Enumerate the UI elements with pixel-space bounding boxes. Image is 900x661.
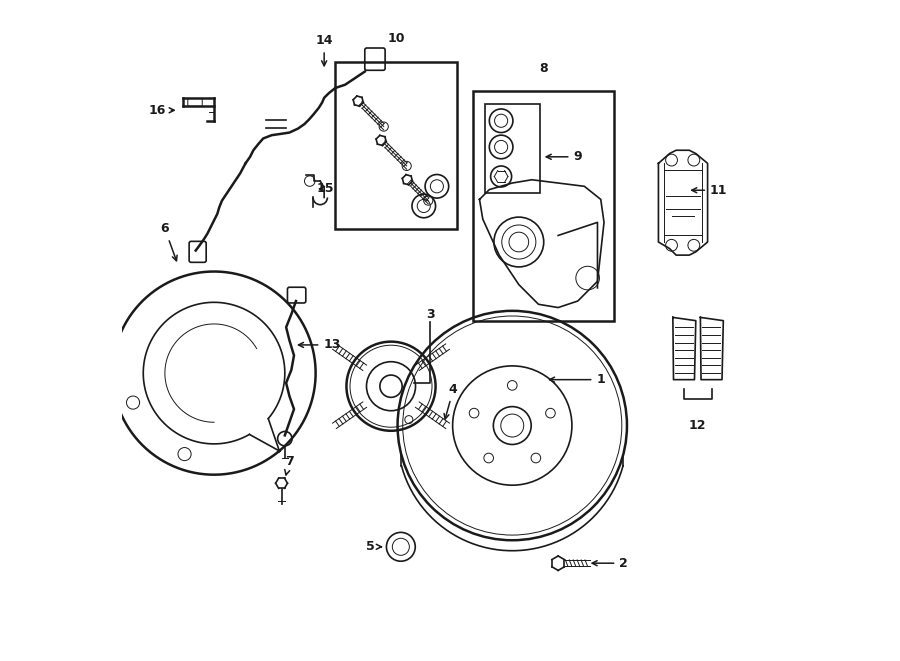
Text: 8: 8: [539, 62, 548, 75]
Text: 15: 15: [317, 182, 334, 196]
Bar: [485, 104, 541, 193]
Text: 13: 13: [299, 338, 341, 352]
Text: 2: 2: [592, 557, 628, 570]
Text: 7: 7: [284, 455, 293, 475]
Text: 6: 6: [160, 222, 177, 260]
Text: 4: 4: [444, 383, 458, 419]
Bar: [336, 61, 456, 229]
Text: 3: 3: [426, 309, 435, 321]
Text: 12: 12: [689, 419, 706, 432]
Bar: [472, 91, 614, 321]
Text: 14: 14: [315, 34, 333, 66]
Text: 1: 1: [550, 373, 605, 386]
Text: 9: 9: [546, 150, 582, 163]
Text: 11: 11: [692, 184, 727, 197]
Text: 5: 5: [365, 540, 382, 553]
Text: 10: 10: [387, 32, 405, 46]
Text: 16: 16: [148, 104, 175, 117]
